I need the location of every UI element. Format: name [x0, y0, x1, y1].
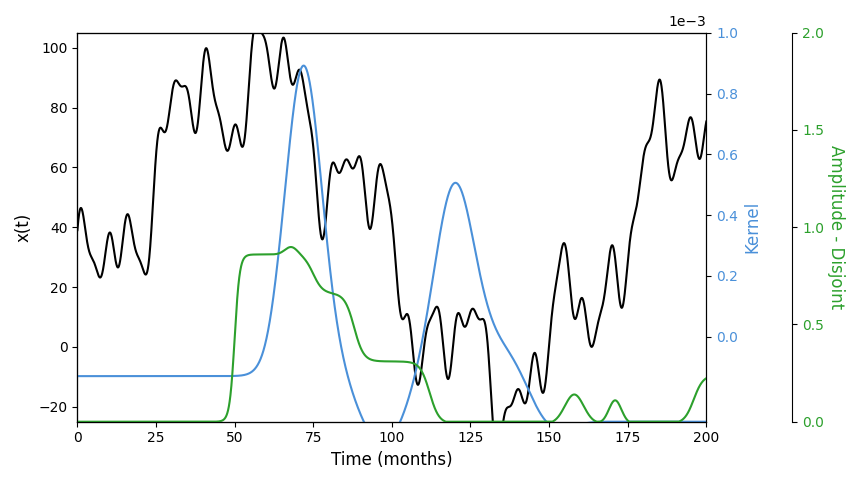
Y-axis label: Kernel: Kernel [744, 201, 762, 253]
Y-axis label: x(t): x(t) [15, 212, 33, 242]
Y-axis label: Amplitude - Disjoint: Amplitude - Disjoint [827, 145, 845, 309]
X-axis label: Time (months): Time (months) [331, 451, 452, 469]
Text: 1e−3: 1e−3 [668, 15, 706, 29]
